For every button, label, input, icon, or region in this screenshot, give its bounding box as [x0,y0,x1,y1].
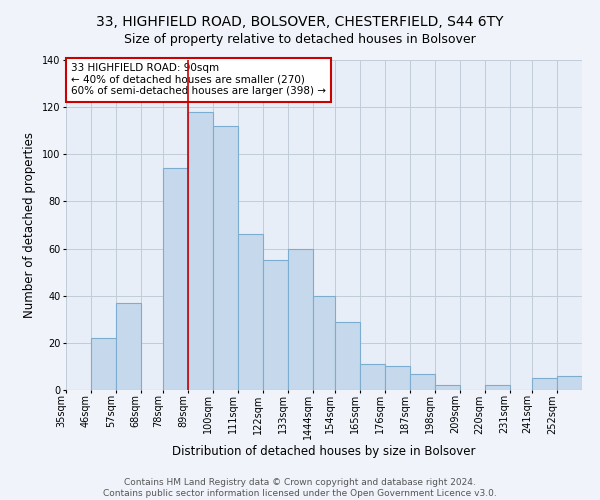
Y-axis label: Number of detached properties: Number of detached properties [23,132,37,318]
Bar [435,386,460,390]
Bar [188,112,213,390]
Bar [116,303,140,390]
Text: Size of property relative to detached houses in Bolsover: Size of property relative to detached ho… [124,32,476,46]
Bar [360,364,385,390]
Bar [238,234,263,390]
Bar [213,126,238,390]
Bar [485,386,509,390]
Bar [263,260,288,390]
X-axis label: Distribution of detached houses by size in Bolsover: Distribution of detached houses by size … [172,445,476,458]
Text: 33 HIGHFIELD ROAD: 90sqm
← 40% of detached houses are smaller (270)
60% of semi-: 33 HIGHFIELD ROAD: 90sqm ← 40% of detach… [71,64,326,96]
Bar [335,322,360,390]
Text: 33, HIGHFIELD ROAD, BOLSOVER, CHESTERFIELD, S44 6TY: 33, HIGHFIELD ROAD, BOLSOVER, CHESTERFIE… [96,15,504,29]
Bar [385,366,410,390]
Bar [557,376,582,390]
Bar [288,248,313,390]
Bar [91,338,116,390]
Bar [313,296,335,390]
Text: Contains HM Land Registry data © Crown copyright and database right 2024.
Contai: Contains HM Land Registry data © Crown c… [103,478,497,498]
Bar [532,378,557,390]
Bar [410,374,435,390]
Bar [163,168,188,390]
